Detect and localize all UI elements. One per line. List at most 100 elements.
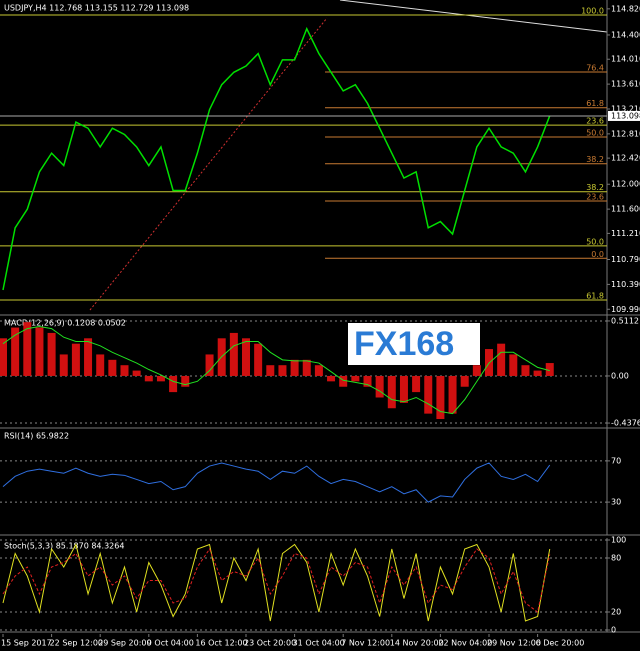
histogram-bar [181, 375, 190, 387]
panel-title: USDJPY,H4 112.768 113.155 112.729 113.09… [4, 4, 189, 13]
histogram-bar [472, 365, 481, 376]
histogram-bar [436, 375, 445, 420]
histogram-bar [0, 338, 7, 376]
indicator-line [2, 543, 551, 622]
last-price-label: 113.098 [611, 111, 640, 120]
histogram-bar [84, 338, 93, 376]
y-tick-label: 112.810 [611, 129, 640, 138]
fib-label: 38.2 [586, 183, 604, 192]
fib-label: 38.2 [586, 155, 604, 164]
fib-label: 50.0 [586, 128, 604, 137]
histogram-bar [254, 343, 263, 376]
histogram-bar [169, 375, 178, 393]
y-tick-label: 112.420 [611, 154, 640, 163]
histogram-bar [11, 327, 20, 376]
histogram-bar [108, 359, 117, 376]
histogram-bar [521, 365, 530, 376]
trend-line [89, 17, 328, 311]
histogram-bar [387, 375, 396, 409]
histogram-bar [266, 365, 275, 376]
fib-label: 100.0 [581, 7, 604, 16]
histogram-bar [460, 375, 469, 387]
indicator-line [2, 547, 551, 613]
histogram-bar [144, 375, 153, 382]
fib-label: 76.4 [586, 63, 604, 72]
histogram-bar [314, 365, 323, 376]
y-tick-label: 70 [611, 456, 621, 465]
y-tick-label: 114.010 [611, 55, 640, 64]
y-tick-label: 109.990 [611, 305, 640, 314]
y-tick-label: 100 [611, 536, 626, 545]
fib-label: 23.6 [586, 117, 604, 126]
y-tick-label: 112.000 [611, 180, 640, 189]
y-tick-label: 0 [611, 626, 616, 635]
histogram-bar [533, 370, 542, 376]
fib-label: 0.0 [591, 250, 604, 259]
histogram-bar [120, 365, 129, 376]
histogram-bar [71, 343, 80, 376]
y-tick-label: 114.820 [611, 4, 640, 13]
y-tick-label: 111.210 [611, 229, 640, 238]
x-tick-label: 7 Nov 12:00 [341, 639, 390, 648]
x-tick-label: 6 Dec 20:00 [536, 639, 585, 648]
x-tick-label: 22 Sep 12:00 [50, 639, 103, 648]
histogram-bar [278, 365, 287, 376]
fib-label: 23.6 [586, 193, 604, 202]
histogram-bar [375, 375, 384, 398]
histogram-bar [35, 327, 44, 376]
y-tick-label: 110.390 [611, 280, 640, 289]
histogram-bar [399, 375, 408, 403]
fib-label: 61.8 [586, 291, 604, 300]
x-tick-label: 22 Nov 04:00 [438, 639, 492, 648]
panel-title: Stoch(5,3,3) 85.1870 84.3264 [4, 542, 124, 551]
histogram-bar [509, 354, 518, 376]
histogram-bar [205, 354, 214, 376]
y-tick-label: 80 [611, 554, 621, 563]
histogram-bar [302, 359, 311, 376]
x-tick-label: 15 Sep 2017 [1, 639, 52, 648]
histogram-bar [132, 370, 141, 376]
fib-label: 61.8 [586, 99, 604, 108]
histogram-bar [351, 375, 360, 382]
x-tick-label: 29 Nov 12:00 [487, 639, 541, 648]
histogram-bar [229, 332, 238, 376]
histogram-bar [497, 343, 506, 376]
watermark-box [348, 323, 480, 365]
y-tick-label: 30 [611, 498, 621, 507]
x-tick-label: 16 Oct 12:00 [195, 639, 247, 648]
histogram-bar [242, 338, 250, 376]
price-line [2, 26, 551, 291]
histogram-bar [59, 354, 68, 376]
histogram-bar [47, 332, 56, 376]
x-tick-label: 9 Oct 04:00 [147, 639, 194, 648]
histogram-bar [96, 354, 105, 376]
y-tick-label: -0.4376 [611, 419, 640, 428]
y-tick-label: 113.610 [611, 80, 640, 89]
panel-title: MACD(12,26,9) 0.1208 0.0502 [4, 319, 126, 328]
histogram-bar [363, 375, 372, 387]
trend-line [339, 0, 608, 33]
y-tick-label: 114.400 [611, 30, 640, 39]
y-tick-label: 0.5112 [611, 316, 639, 325]
histogram-bar [424, 375, 433, 414]
indicator-line [2, 462, 551, 503]
last-price-box [608, 110, 640, 121]
y-tick-label: 0.00 [611, 371, 629, 380]
y-tick-label: 111.600 [611, 205, 640, 214]
x-tick-label: 29 Sep 20:00 [98, 639, 151, 648]
y-tick-label: 20 [611, 608, 621, 617]
histogram-bar [339, 375, 348, 387]
indicator-line [2, 325, 550, 415]
y-tick-label: 110.790 [611, 255, 640, 264]
x-tick-label: 23 Oct 20:00 [244, 639, 296, 648]
watermark: FX168 [354, 325, 454, 363]
y-tick-label: 113.210 [611, 104, 640, 113]
x-tick-label: 14 Nov 20:00 [390, 639, 444, 648]
panel-title: RSI(14) 65.9822 [4, 432, 69, 441]
histogram-bar [412, 375, 421, 393]
histogram-bar [545, 363, 554, 376]
x-tick-label: 31 Oct 04:00 [293, 639, 345, 648]
histogram-bar [290, 359, 299, 376]
